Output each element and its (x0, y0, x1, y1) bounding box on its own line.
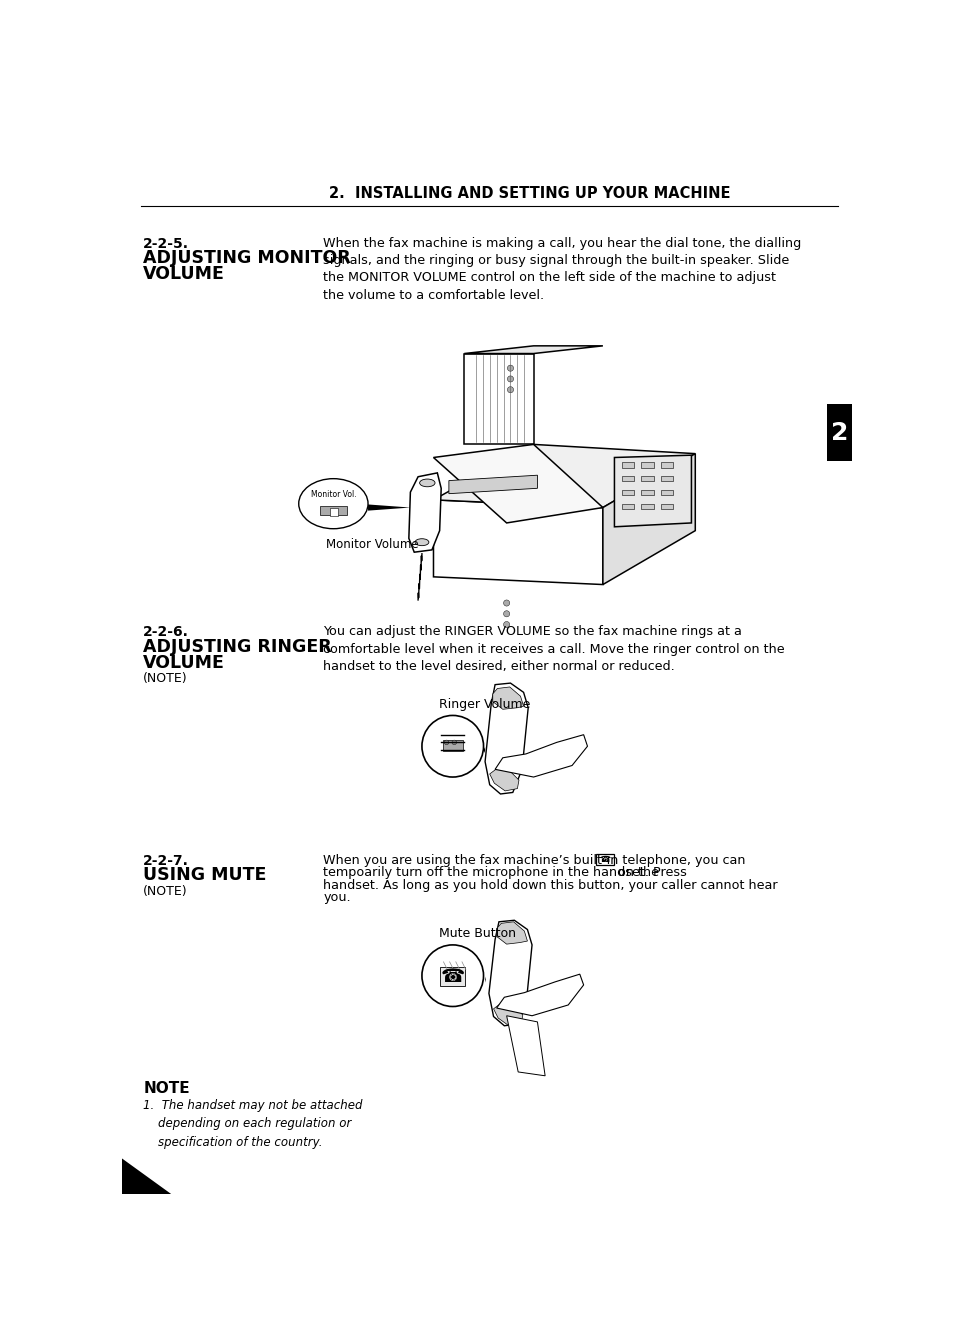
FancyBboxPatch shape (659, 490, 672, 495)
Text: Monitor Vol.: Monitor Vol. (311, 490, 355, 499)
Circle shape (507, 386, 513, 393)
Polygon shape (484, 683, 528, 794)
Polygon shape (409, 472, 440, 552)
Text: handset. As long as you hold down this button, your caller cannot hear: handset. As long as you hold down this b… (323, 879, 778, 891)
FancyBboxPatch shape (621, 476, 634, 482)
Polygon shape (489, 921, 532, 1025)
Text: When the fax machine is making a call, you hear the dial tone, the dialling
sign: When the fax machine is making a call, y… (323, 236, 801, 302)
FancyBboxPatch shape (640, 462, 653, 467)
FancyBboxPatch shape (330, 509, 337, 517)
Ellipse shape (298, 479, 368, 529)
FancyBboxPatch shape (640, 490, 653, 495)
Polygon shape (449, 475, 537, 494)
Polygon shape (602, 454, 695, 585)
Text: You can adjust the RINGER VOLUME so the fax machine rings at a
comfortable level: You can adjust the RINGER VOLUME so the … (323, 625, 784, 674)
Polygon shape (495, 734, 587, 777)
Ellipse shape (419, 479, 435, 487)
FancyBboxPatch shape (621, 503, 634, 509)
Polygon shape (433, 444, 602, 523)
FancyBboxPatch shape (440, 968, 464, 986)
Text: USING MUTE: USING MUTE (143, 867, 266, 884)
Polygon shape (433, 444, 695, 507)
Polygon shape (506, 1016, 544, 1076)
Polygon shape (497, 922, 527, 945)
FancyBboxPatch shape (319, 506, 347, 515)
FancyBboxPatch shape (659, 476, 672, 482)
Circle shape (507, 376, 513, 382)
Text: VOLUME: VOLUME (143, 654, 225, 672)
Ellipse shape (415, 538, 429, 546)
Circle shape (444, 739, 449, 745)
Text: NOTE: NOTE (143, 1082, 190, 1096)
Polygon shape (464, 353, 533, 444)
Polygon shape (493, 1004, 522, 1025)
Text: (NOTE): (NOTE) (143, 884, 188, 898)
Text: 2.  INSTALLING AND SETTING UP YOUR MACHINE: 2. INSTALLING AND SETTING UP YOUR MACHIN… (329, 187, 730, 201)
Text: on the: on the (617, 867, 658, 879)
Polygon shape (368, 505, 410, 510)
Circle shape (503, 600, 509, 607)
FancyBboxPatch shape (659, 462, 672, 467)
Text: ADJUSTING RINGER: ADJUSTING RINGER (143, 637, 332, 656)
Text: you.: you. (323, 891, 351, 905)
Circle shape (421, 715, 483, 777)
Text: ☎: ☎ (440, 968, 464, 986)
FancyBboxPatch shape (659, 503, 672, 509)
Polygon shape (483, 747, 484, 753)
Text: 2-2-5.: 2-2-5. (143, 236, 189, 251)
Text: 2-2-6.: 2-2-6. (143, 625, 189, 639)
FancyBboxPatch shape (621, 462, 634, 467)
Polygon shape (497, 974, 583, 1016)
Circle shape (503, 611, 509, 617)
Text: Mute Button: Mute Button (438, 927, 516, 941)
Text: 2: 2 (830, 421, 847, 444)
FancyBboxPatch shape (621, 490, 634, 495)
FancyBboxPatch shape (826, 404, 851, 462)
Text: ☎: ☎ (598, 855, 610, 864)
Circle shape (503, 621, 509, 628)
Text: When you are using the fax machine’s built-in telephone, you can: When you are using the fax machine’s bui… (323, 854, 745, 867)
Polygon shape (489, 769, 518, 790)
Circle shape (507, 365, 513, 372)
Circle shape (452, 739, 456, 745)
Text: Ringer Volume: Ringer Volume (438, 698, 530, 711)
FancyBboxPatch shape (442, 739, 462, 752)
Polygon shape (121, 1158, 172, 1194)
Polygon shape (433, 499, 602, 585)
Polygon shape (464, 346, 602, 353)
Text: tempoarily turn off the microphone in the handset. Press: tempoarily turn off the microphone in th… (323, 867, 686, 879)
Text: 2-2-7.: 2-2-7. (143, 854, 189, 868)
Text: VOLUME: VOLUME (143, 264, 225, 283)
Circle shape (421, 945, 483, 1006)
Text: 1.  The handset may not be attached
    depending on each regulation or
    spec: 1. The handset may not be attached depen… (143, 1099, 362, 1149)
Text: (NOTE): (NOTE) (143, 671, 188, 684)
FancyBboxPatch shape (596, 854, 614, 864)
Text: ADJUSTING MONITOR: ADJUSTING MONITOR (143, 248, 351, 267)
FancyBboxPatch shape (640, 503, 653, 509)
Text: Monitor Volume: Monitor Volume (325, 538, 417, 552)
FancyBboxPatch shape (640, 476, 653, 482)
Polygon shape (493, 687, 523, 710)
Polygon shape (614, 455, 691, 527)
